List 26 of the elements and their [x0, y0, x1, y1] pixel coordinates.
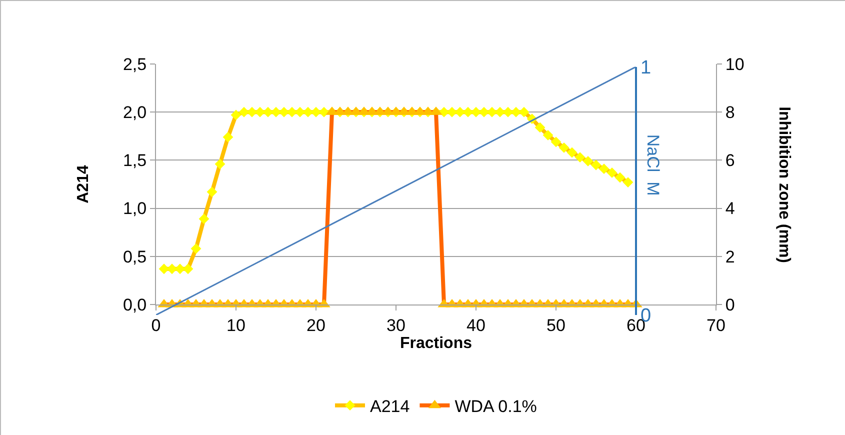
y2-tick-label: 2 — [725, 247, 735, 266]
y-axis-title: A214 — [74, 165, 92, 204]
y2-tick-label: 10 — [725, 54, 744, 74]
y-tick-label: 0,5 — [122, 247, 147, 266]
y-tick-label: 0,0 — [122, 295, 147, 314]
x-tick-label: 0 — [151, 316, 161, 335]
x-axis-title: Fractions — [400, 334, 472, 352]
x-tick-label: 30 — [386, 316, 406, 335]
y2-tick-label: 6 — [725, 151, 735, 170]
y3-tick-label: 1 — [640, 57, 652, 78]
y2-tick-label: 8 — [725, 103, 735, 122]
y2-axis-title: Inhibition zone (mm) — [775, 106, 792, 263]
y2-tick-label: 4 — [725, 199, 735, 218]
y2-tick-label: 0 — [725, 295, 735, 314]
legend-label: WDA 0.1% — [454, 396, 537, 416]
y-tick-label: 1,5 — [122, 151, 147, 170]
y-tick-label: 2,0 — [122, 103, 147, 122]
x-tick-label: 70 — [706, 316, 726, 335]
x-tick-label: 20 — [306, 316, 326, 335]
legend-label: A214 — [370, 396, 410, 416]
y-tick-label: 1,0 — [122, 199, 147, 218]
x-tick-label: 50 — [546, 316, 566, 335]
x-tick-label: 40 — [466, 316, 486, 335]
x-tick-label: 10 — [226, 316, 246, 335]
y-tick-label: 2,5 — [122, 54, 147, 74]
y3-axis-title: NaCl M — [643, 134, 662, 196]
